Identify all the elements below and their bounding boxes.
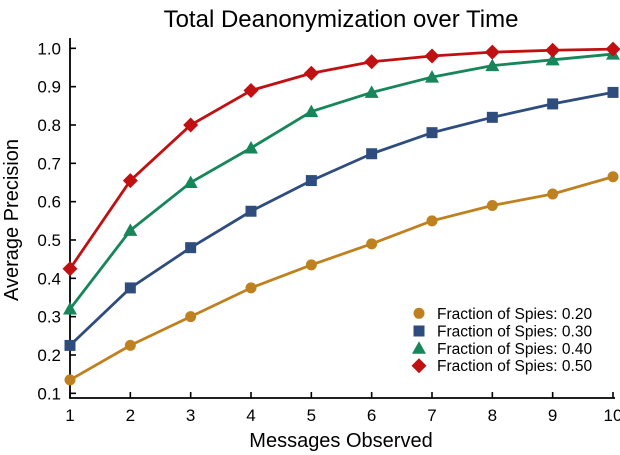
data-point-series-2 (244, 140, 258, 154)
data-point-series-1 (486, 111, 498, 123)
data-point-series-1 (245, 205, 257, 217)
x-tick-label: 2 (126, 406, 135, 425)
legend-label-3: Fraction of Spies: 0.50 (437, 358, 592, 375)
x-tick-label: 5 (307, 406, 316, 425)
data-point-series-3 (62, 261, 78, 277)
data-point-series-1 (64, 339, 76, 351)
x-tick-label: 1 (65, 406, 74, 425)
data-point-series-0 (124, 339, 136, 351)
data-point-series-3 (243, 82, 259, 98)
data-point-series-1 (366, 148, 378, 160)
series-line-0 (69, 175, 614, 382)
data-point-series-0 (185, 311, 197, 323)
y-tick-label: 0.9 (37, 78, 61, 97)
data-point-series-2 (183, 175, 198, 188)
legend-marker-2 (412, 341, 426, 354)
data-point-series-3 (545, 42, 561, 58)
x-tick-label: 4 (246, 406, 255, 425)
x-axis-label: Messages Observed (249, 430, 432, 452)
legend-label-2: Fraction of Spies: 0.40 (437, 341, 592, 358)
series-line-1 (69, 91, 614, 347)
data-point-series-1 (607, 86, 619, 98)
data-point-series-3 (605, 41, 620, 57)
data-point-series-2 (123, 223, 138, 236)
series-line-2 (68, 52, 614, 310)
data-point-series-3 (364, 54, 380, 70)
data-point-series-0 (426, 215, 438, 227)
y-axis-label: Average Precision (1, 139, 23, 301)
x-tick-label: 7 (427, 406, 436, 425)
data-point-series-2 (425, 70, 439, 83)
legend-marker-1 (413, 325, 425, 337)
x-tick-label: 10 (604, 406, 620, 425)
legend-label-0: Fraction of Spies: 0.20 (437, 306, 592, 323)
legend-marker-0 (413, 307, 425, 319)
chart-title: Total Deanonymization over Time (164, 6, 519, 33)
data-point-series-0 (607, 171, 619, 183)
data-point-series-0 (305, 259, 317, 271)
data-point-series-2 (63, 301, 77, 315)
y-tick-label: 0.2 (37, 346, 61, 365)
data-point-series-3 (303, 65, 319, 81)
y-tick-label: 0.1 (37, 384, 61, 403)
y-tick-label: 0.6 (37, 193, 61, 212)
data-point-series-1 (185, 242, 197, 254)
data-point-series-3 (183, 117, 199, 133)
legend-marker-3 (411, 358, 427, 374)
data-point-series-3 (122, 173, 138, 189)
data-point-series-3 (484, 44, 500, 60)
data-point-series-1 (124, 282, 136, 294)
y-tick-label: 0.5 (37, 231, 61, 250)
y-tick-label: 0.4 (37, 269, 61, 288)
y-tick-label: 0.3 (37, 308, 61, 327)
data-point-series-2 (304, 104, 319, 118)
data-point-series-0 (486, 199, 498, 211)
y-tick-label: 0.7 (37, 154, 61, 173)
legend-label-1: Fraction of Spies: 0.30 (437, 324, 592, 341)
x-tick-label: 8 (488, 406, 497, 425)
x-tick-label: 6 (367, 406, 376, 425)
data-point-series-0 (547, 188, 559, 200)
plot-area: 1 2 3 4 5 6 7 8 9 10 0.1 0.2 0.3 0.4 0.5 0.6 0.7 0.8 0.9 1.… (37, 38, 620, 425)
y-tick-label: 1.0 (37, 39, 61, 58)
data-point-series-0 (366, 238, 378, 250)
data-point-series-1 (305, 175, 317, 187)
data-point-series-1 (426, 127, 438, 139)
data-point-series-2 (545, 52, 560, 66)
data-point-series-0 (64, 374, 76, 386)
data-point-series-2 (364, 85, 379, 98)
x-tick-label: 9 (548, 406, 557, 425)
series-line-3 (68, 47, 614, 270)
data-point-series-1 (547, 98, 559, 110)
x-tick-label: 3 (186, 406, 195, 425)
data-point-series-3 (424, 48, 440, 64)
y-tick-label: 0.8 (37, 116, 61, 135)
data-point-series-2 (485, 58, 500, 72)
data-point-series-0 (245, 282, 257, 294)
